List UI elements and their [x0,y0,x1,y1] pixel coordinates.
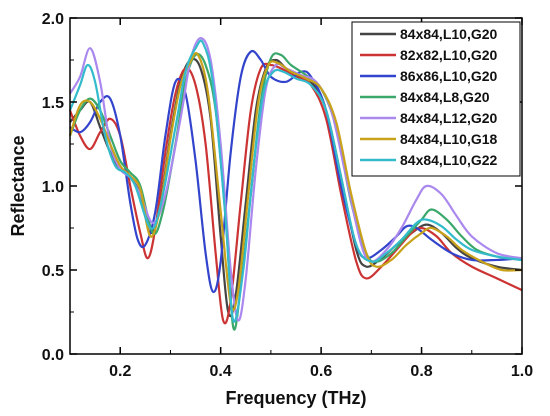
x-tick-label: 0.4 [210,363,232,380]
legend-label: 84x84,L8,G20 [400,89,490,105]
series-line-7 [68,39,523,323]
series-line-2 [68,62,523,325]
legend-label: 86x86,L10,G20 [400,68,498,84]
series-line-3 [69,49,523,293]
y-tick-label: 1.5 [42,95,64,112]
legend-label: 82x82,L10,G20 [400,47,498,63]
x-tick-label: 0.6 [310,363,332,380]
legend: 84x84,L10,G20 82x82,L10,G20 86x86,L10,G20 8… [351,21,521,177]
series-layer [68,37,523,331]
legend-label: 84x84,L10,G20 [400,26,498,42]
legend-label: 84x84,L12,G20 [400,110,498,126]
legend-label: 84x84,L10,G22 [400,152,498,168]
y-tick-label: 1.0 [42,179,64,196]
x-axis-title: Frequency (THz) [225,388,366,408]
legend-box [351,21,521,177]
y-tick-label: 0.5 [42,263,64,280]
y-tick-label: 2.0 [42,11,64,28]
y-axis-title: Reflectance [8,135,28,236]
y-tick-label: 0.0 [42,347,64,364]
x-tick-label: 0.2 [109,363,131,380]
x-tick-label: 1.0 [511,363,533,380]
legend-label: 84x84,L10,G18 [400,131,498,147]
axes-layer: 0.2 0.4 0.6 0.8 1.0 0.0 0.5 1.0 1.5 2.0 [42,11,533,380]
x-tick-label: 0.8 [410,363,432,380]
series-line-6 [68,51,523,312]
